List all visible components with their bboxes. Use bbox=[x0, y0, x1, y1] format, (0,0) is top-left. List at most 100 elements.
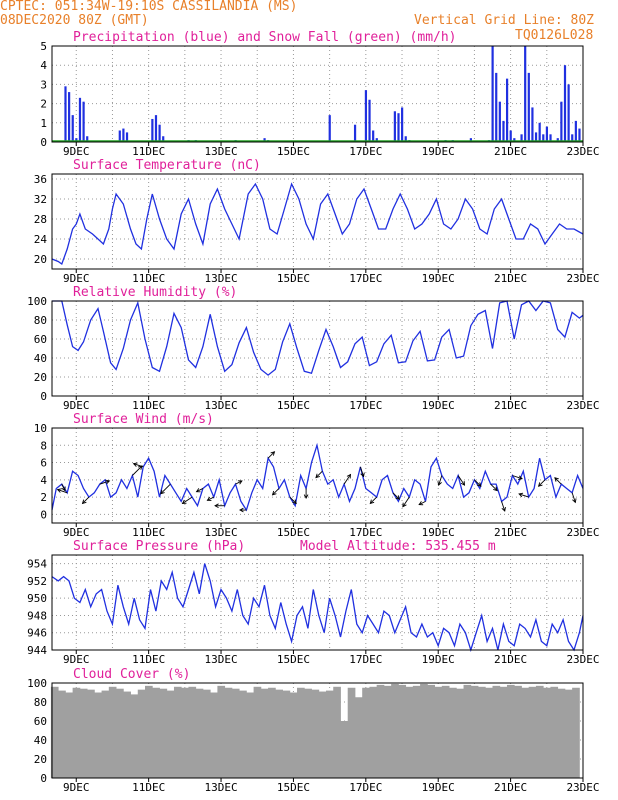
precipitation-bar bbox=[556, 138, 559, 142]
wind-vector bbox=[160, 483, 171, 495]
y-tick-label: 946 bbox=[27, 627, 47, 640]
cloud-cover-bar bbox=[275, 689, 283, 778]
pressure-title: Surface Pressure (hPa) bbox=[73, 539, 245, 554]
cloud-cover-bar bbox=[108, 686, 117, 778]
precipitation-bar bbox=[567, 84, 570, 142]
precipitation-bar bbox=[527, 72, 530, 142]
precipitation-bar bbox=[86, 136, 89, 142]
cloud-cover-bar bbox=[72, 687, 81, 778]
x-tick-label: 21DEC bbox=[494, 272, 527, 285]
x-tick-label: 9DEC bbox=[63, 399, 90, 412]
cloud-cover-bar bbox=[376, 684, 385, 778]
pressure-line bbox=[51, 563, 584, 653]
y-tick-label: 0 bbox=[40, 136, 47, 149]
x-tick-label: 19DEC bbox=[422, 272, 455, 285]
wind-vector-head bbox=[132, 462, 138, 467]
run-date: 08DEC2020 80Z (GMT) bbox=[0, 13, 149, 28]
cloud-cover-bar bbox=[246, 692, 255, 778]
cloud-cover-bar bbox=[362, 687, 370, 778]
x-tick-label: 11DEC bbox=[132, 272, 165, 285]
precipitation-bar bbox=[495, 72, 498, 142]
panel-frame bbox=[51, 300, 584, 397]
cloud-cover-bar bbox=[333, 686, 341, 778]
x-tick-label: 19DEC bbox=[422, 653, 455, 666]
precipitation-bar bbox=[578, 128, 581, 142]
wind-vector-head bbox=[572, 498, 577, 504]
wind-vector-head bbox=[270, 451, 276, 456]
wind-vector bbox=[315, 470, 323, 478]
wind-vector-head bbox=[271, 490, 277, 496]
cloud-cover-bar bbox=[535, 685, 544, 778]
precipitation-bar bbox=[68, 92, 71, 142]
precipitation-bar bbox=[71, 115, 74, 142]
y-tick-label: 10 bbox=[34, 422, 47, 435]
run-id: TQ0126L028 bbox=[515, 28, 594, 43]
y-tick-label: 954 bbox=[27, 558, 47, 571]
wind-vector bbox=[538, 479, 546, 487]
y-tick-label: 24 bbox=[34, 233, 48, 246]
humidity-panel: 0 20 40 60 80 100 9DEC 11DEC 13DEC 15DEC 17DEC 19DE… bbox=[27, 285, 599, 412]
precipitation-bar bbox=[469, 138, 472, 142]
cloud-cover-panel: 0 20 40 60 80 100 9DEC 11DEC 13DEC 15DEC 17DEC 19DE… bbox=[27, 667, 599, 794]
cloud-cover-bar bbox=[434, 686, 443, 778]
x-tick-label: 21DEC bbox=[494, 653, 527, 666]
precipitation-bar bbox=[534, 132, 538, 142]
y-tick-label: 80 bbox=[34, 696, 47, 709]
wind-vector-head bbox=[493, 486, 498, 492]
x-tick-label: 11DEC bbox=[132, 653, 165, 666]
precipitation-title: Precipitation (blue) and Snow Fall (gree… bbox=[73, 30, 457, 45]
cloud-cover-bar bbox=[543, 687, 551, 778]
y-tick-label: 6 bbox=[40, 457, 47, 470]
cloud-cover-bar bbox=[304, 688, 312, 778]
precipitation-bar bbox=[397, 113, 400, 142]
cloud-cover-bar bbox=[282, 690, 291, 778]
cloud-cover-bar bbox=[485, 687, 493, 778]
model-altitude-note: Model Altitude: 535.455 m bbox=[300, 539, 496, 554]
wind-vector-head bbox=[360, 472, 365, 478]
pressure-panel: 944 946 948 950 952 954 9DEC 11DEC 13DEC 15DEC 17D… bbox=[27, 539, 599, 666]
precipitation-bar bbox=[151, 118, 154, 142]
cloud-cover-bar bbox=[318, 691, 327, 778]
x-tick-label: 17DEC bbox=[349, 399, 382, 412]
station-title: CPTEC: 051:34W-19:10S CASSILANDIA (MS) bbox=[0, 0, 298, 14]
wind-vector bbox=[196, 488, 204, 493]
x-tick-label: 23DEC bbox=[566, 145, 599, 158]
wind-vector-head bbox=[303, 494, 309, 499]
x-tick-label: 17DEC bbox=[349, 781, 382, 794]
wind-vector bbox=[57, 489, 68, 494]
precipitation-bar bbox=[353, 124, 357, 142]
y-tick-label: 100 bbox=[27, 295, 47, 308]
panel-frame bbox=[51, 554, 584, 651]
y-tick-label: 5 bbox=[40, 40, 47, 53]
precipitation-bar bbox=[545, 126, 549, 142]
cloud-cover-bar bbox=[325, 690, 334, 778]
wind-vector-head bbox=[105, 479, 111, 485]
precipitation-bar bbox=[401, 107, 404, 142]
wind-vector bbox=[518, 493, 529, 498]
cloud-cover-bar bbox=[456, 688, 464, 778]
cloud-cover-bar bbox=[564, 689, 573, 778]
precipitation-bar bbox=[549, 134, 552, 142]
panel-frame bbox=[51, 682, 584, 779]
cloud-cover-bar bbox=[449, 687, 457, 778]
y-tick-label: 3 bbox=[40, 78, 47, 91]
cloud-cover-bar bbox=[94, 692, 103, 778]
wind-panel: 0 2 4 6 8 10 9DEC 11DEC 13DEC 15DEC 17DEC 19DEC 21DE… bbox=[34, 412, 600, 539]
x-tick-label: 21DEC bbox=[494, 526, 527, 539]
cloud-cover-bar bbox=[528, 686, 537, 778]
x-tick-label: 19DEC bbox=[422, 526, 455, 539]
wind-vector-head bbox=[160, 489, 165, 495]
cloud-cover-bar bbox=[478, 686, 486, 778]
x-tick-label: 11DEC bbox=[132, 781, 165, 794]
wind-line bbox=[51, 442, 584, 512]
x-tick-label: 17DEC bbox=[349, 272, 382, 285]
y-tick-label: 948 bbox=[27, 609, 47, 622]
x-tick-label: 23DEC bbox=[566, 526, 599, 539]
wind-vector-head bbox=[181, 499, 187, 505]
x-tick-label: 11DEC bbox=[132, 399, 165, 412]
precipitation-bar bbox=[328, 115, 331, 142]
y-tick-label: 0 bbox=[40, 772, 47, 785]
wind-vector bbox=[359, 466, 365, 477]
x-tick-label: 15DEC bbox=[277, 399, 310, 412]
wind-vector-head bbox=[418, 501, 424, 506]
